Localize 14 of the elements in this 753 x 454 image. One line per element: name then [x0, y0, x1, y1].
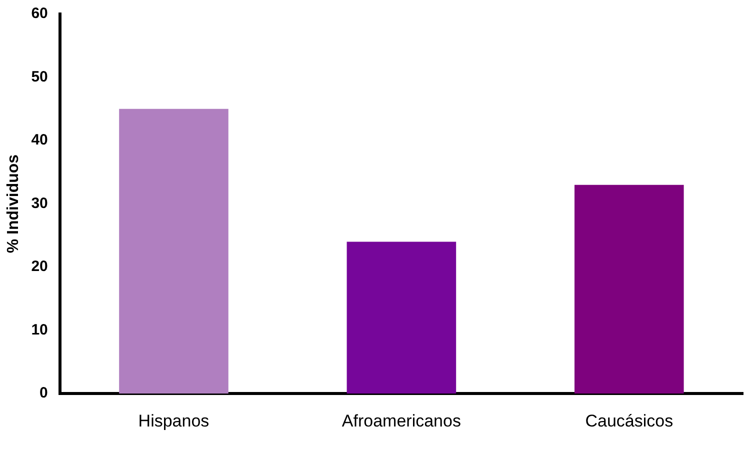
- y-tick-label: 60: [31, 5, 48, 22]
- y-tick-label: 50: [31, 68, 48, 86]
- y-tick-label: 40: [31, 132, 48, 149]
- x-tick-label: Caucásicos: [585, 411, 674, 430]
- x-tick-label: Hispanos: [138, 411, 210, 430]
- y-axis-title: % Individuos: [5, 154, 22, 254]
- y-tick-label: 30: [31, 194, 48, 212]
- y-tick-label: 20: [31, 258, 48, 276]
- y-tick-label: 0: [40, 384, 48, 402]
- y-tick-label: 10: [31, 321, 48, 338]
- bar: [119, 108, 228, 394]
- bar: [346, 242, 456, 394]
- x-tick-label: Afroamericanos: [342, 411, 461, 430]
- bar: [574, 184, 684, 394]
